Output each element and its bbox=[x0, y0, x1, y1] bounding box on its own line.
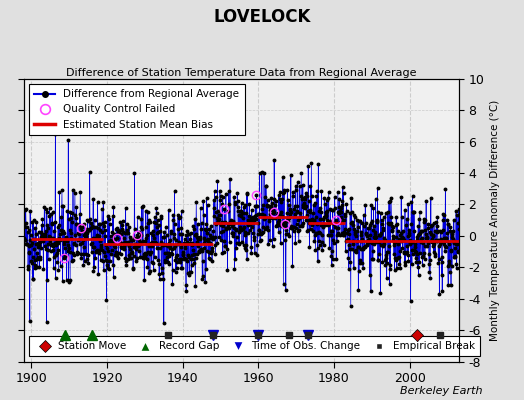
Title: Difference of Station Temperature Data from Regional Average: Difference of Station Temperature Data f… bbox=[66, 68, 417, 78]
Legend: Station Move, Record Gap, Time of Obs. Change, Empirical Break: Station Move, Record Gap, Time of Obs. C… bbox=[29, 336, 480, 356]
Text: LOVELOCK: LOVELOCK bbox=[213, 8, 311, 26]
Y-axis label: Monthly Temperature Anomaly Difference (°C): Monthly Temperature Anomaly Difference (… bbox=[490, 100, 500, 341]
Text: Berkeley Earth: Berkeley Earth bbox=[400, 386, 482, 396]
